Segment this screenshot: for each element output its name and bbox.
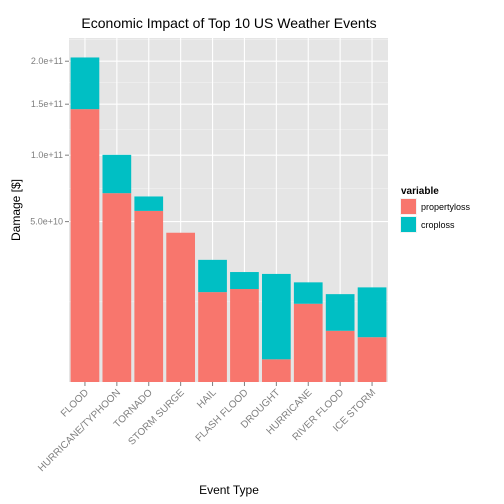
bar-croploss — [102, 154, 132, 194]
chart-title: Economic Impact of Top 10 US Weather Eve… — [81, 15, 376, 31]
bars — [70, 57, 387, 382]
bar-croploss — [357, 287, 387, 338]
bar-propertyloss — [325, 330, 355, 382]
bar-propertyloss — [198, 292, 227, 382]
bar-croploss — [325, 294, 355, 331]
bar-croploss — [134, 196, 164, 211]
x-tick-label: HAIL — [195, 387, 219, 411]
x-tick-label: FLOOD — [59, 387, 91, 419]
y-tick-label: 2.0e+11 — [31, 56, 63, 66]
bar-croploss — [70, 57, 100, 110]
bar-propertyloss — [166, 232, 196, 382]
x-axis-title: Event Type — [199, 483, 259, 497]
legend: variable propertyloss croploss — [400, 186, 471, 233]
bar-propertyloss — [134, 210, 164, 382]
y-tick-label: 1.5e+11 — [31, 99, 63, 109]
bar-propertyloss — [261, 359, 291, 382]
legend-swatch-propertyloss — [401, 199, 416, 214]
bar-propertyloss — [230, 289, 259, 382]
legend-label-croploss: croploss — [421, 220, 455, 230]
y-tick-label: 5.0e+10 — [30, 217, 63, 227]
x-tick-label: STORM SURGE — [126, 387, 187, 448]
legend-swatch-croploss — [401, 217, 416, 232]
legend-title: variable — [401, 186, 439, 197]
y-axis: 5.0e+10 1.0e+11 1.5e+11 2.0e+11 — [30, 56, 69, 227]
bar-croploss — [293, 282, 323, 304]
bar-croploss — [198, 259, 227, 293]
bar-croploss — [230, 272, 259, 290]
y-tick-label: 1.0e+11 — [31, 150, 63, 160]
bar-propertyloss — [357, 337, 387, 382]
legend-label-propertyloss: propertyloss — [421, 202, 471, 212]
y-axis-title: Damage [$] — [9, 179, 23, 241]
bar-croploss — [261, 273, 291, 360]
bar-propertyloss — [70, 109, 100, 382]
bar-propertyloss — [293, 303, 323, 382]
bar-propertyloss — [102, 193, 132, 382]
